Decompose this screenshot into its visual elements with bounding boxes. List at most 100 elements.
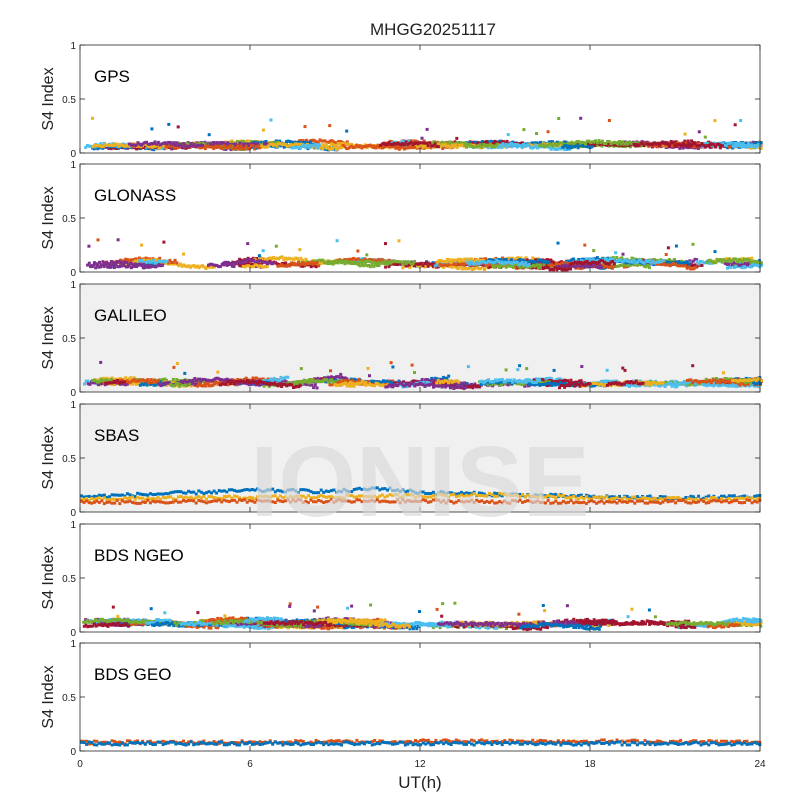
data-point [450, 143, 454, 147]
data-point [728, 141, 732, 145]
data-point [89, 264, 93, 268]
data-point [607, 119, 611, 122]
data-point [367, 263, 371, 267]
data-point [385, 262, 389, 266]
data-point [462, 263, 466, 267]
data-point [623, 142, 627, 146]
data-point [351, 260, 355, 264]
data-point [601, 139, 604, 143]
data-point [495, 142, 499, 146]
data-point [270, 141, 274, 144]
data-point [321, 260, 325, 264]
data-point [391, 260, 394, 264]
data-point [87, 261, 91, 265]
data-point [168, 144, 172, 148]
data-point [685, 266, 689, 270]
data-point [569, 267, 572, 271]
data-point [141, 142, 145, 146]
data-point [442, 259, 446, 263]
data-point [363, 262, 367, 266]
data-point [555, 144, 559, 148]
data-point [333, 261, 337, 265]
data-point [602, 265, 606, 269]
data-point [455, 263, 459, 267]
data-point [461, 141, 465, 145]
data-point [697, 146, 700, 150]
data-point [607, 266, 611, 269]
data-point [732, 257, 736, 261]
data-point [443, 376, 447, 380]
data-point [604, 142, 608, 146]
data-point [296, 140, 300, 144]
data-point [246, 256, 250, 260]
data-point [521, 258, 525, 262]
data-point [313, 139, 317, 143]
data-point [171, 144, 175, 148]
data-point [566, 144, 570, 148]
data-point [280, 255, 284, 259]
panel-background [80, 164, 760, 272]
data-point [656, 141, 660, 145]
data-point [238, 141, 242, 145]
data-point [602, 142, 606, 145]
data-point [358, 144, 362, 148]
data-point [340, 261, 343, 265]
data-point [151, 259, 155, 262]
data-point [287, 144, 291, 148]
data-point [475, 258, 479, 262]
data-point [500, 145, 504, 149]
data-point [549, 140, 553, 144]
data-point [535, 263, 539, 267]
data-point [129, 266, 133, 270]
data-point [640, 143, 644, 147]
data-point [686, 139, 690, 143]
data-point [446, 263, 450, 267]
data-point [731, 146, 735, 150]
data-point [524, 378, 528, 382]
data-point [154, 258, 158, 262]
data-point [695, 258, 699, 262]
data-point [254, 140, 258, 143]
data-point [741, 266, 744, 270]
data-point [372, 144, 376, 148]
figure-title: MHGG20251117 [370, 20, 496, 39]
data-point [558, 377, 562, 381]
data-point [399, 260, 403, 264]
data-point [205, 144, 209, 148]
data-point [546, 258, 549, 262]
data-point [727, 262, 731, 266]
data-point [362, 260, 366, 264]
data-point [149, 265, 152, 269]
data-point [105, 143, 109, 147]
data-point [666, 246, 670, 250]
data-point [619, 263, 622, 267]
data-point [195, 264, 199, 268]
data-point [471, 145, 475, 149]
data-point [125, 144, 129, 148]
data-point [120, 261, 124, 265]
data-point [414, 262, 418, 266]
data-point [252, 258, 256, 262]
data-point [128, 142, 131, 146]
data-point [687, 265, 691, 269]
data-point [438, 260, 442, 264]
data-point [203, 381, 207, 385]
data-point [228, 262, 232, 265]
data-point [556, 241, 560, 245]
data-point [690, 264, 694, 268]
data-point [647, 266, 651, 270]
data-point [298, 140, 302, 144]
data-point [573, 145, 577, 149]
data-point [615, 260, 619, 264]
data-point [356, 249, 360, 253]
data-point [572, 261, 576, 265]
data-point [549, 379, 553, 383]
data-point [317, 143, 321, 147]
data-point [565, 261, 568, 265]
data-point [207, 265, 211, 269]
data-point [189, 143, 193, 147]
data-point [238, 264, 242, 268]
data-point [545, 265, 549, 269]
data-point [389, 261, 393, 265]
data-point [504, 258, 508, 261]
